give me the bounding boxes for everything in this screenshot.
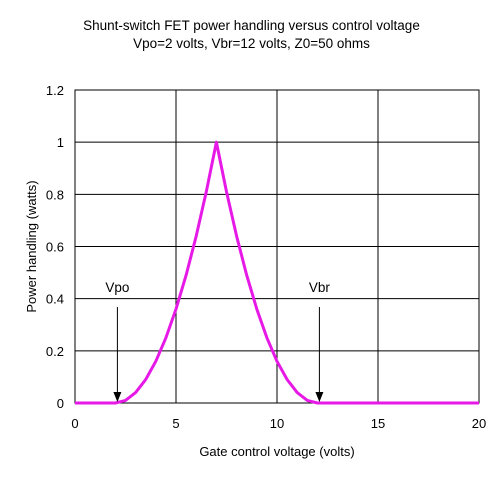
x-tick-label: 0 xyxy=(71,416,78,431)
y-tick-label: 0.4 xyxy=(46,292,64,307)
tick-labels: 0 5 10 15 20 0 0.2 0.4 0.6 0.8 1 1.2 xyxy=(46,83,486,431)
annotation-arrow-head xyxy=(113,392,122,402)
y-tick-label: 1 xyxy=(57,135,64,150)
annotation-label: Vbr xyxy=(309,280,331,295)
annotation-layer: Vpo Vbr xyxy=(105,280,330,402)
y-axis-label: Power handling (watts) xyxy=(24,180,39,312)
chart-title: Shunt-switch FET power handling versus c… xyxy=(83,18,420,33)
annotation-arrow-head xyxy=(315,392,324,402)
plot-area xyxy=(74,89,480,404)
grid-lines xyxy=(75,90,479,403)
x-axis-label: Gate control voltage (volts) xyxy=(199,444,354,459)
x-tick-label: 20 xyxy=(472,416,486,431)
x-tick-label: 15 xyxy=(371,416,385,431)
chart-subtitle: Vpo=2 volts, Vbr=12 volts, Z0=50 ohms xyxy=(133,36,370,51)
annotation-label: Vpo xyxy=(105,280,129,295)
y-tick-label: 0 xyxy=(57,396,64,411)
series-layer xyxy=(75,140,479,405)
x-tick-label: 10 xyxy=(270,416,284,431)
y-tick-label: 0.2 xyxy=(46,344,64,359)
series-line xyxy=(75,140,479,405)
chart-title-block: Shunt-switch FET power handling versus c… xyxy=(0,17,503,53)
y-tick-label: 1.2 xyxy=(46,83,64,98)
y-tick-label: 0.6 xyxy=(46,240,64,255)
y-tick-label: 0.8 xyxy=(46,187,64,202)
x-tick-label: 5 xyxy=(172,416,179,431)
